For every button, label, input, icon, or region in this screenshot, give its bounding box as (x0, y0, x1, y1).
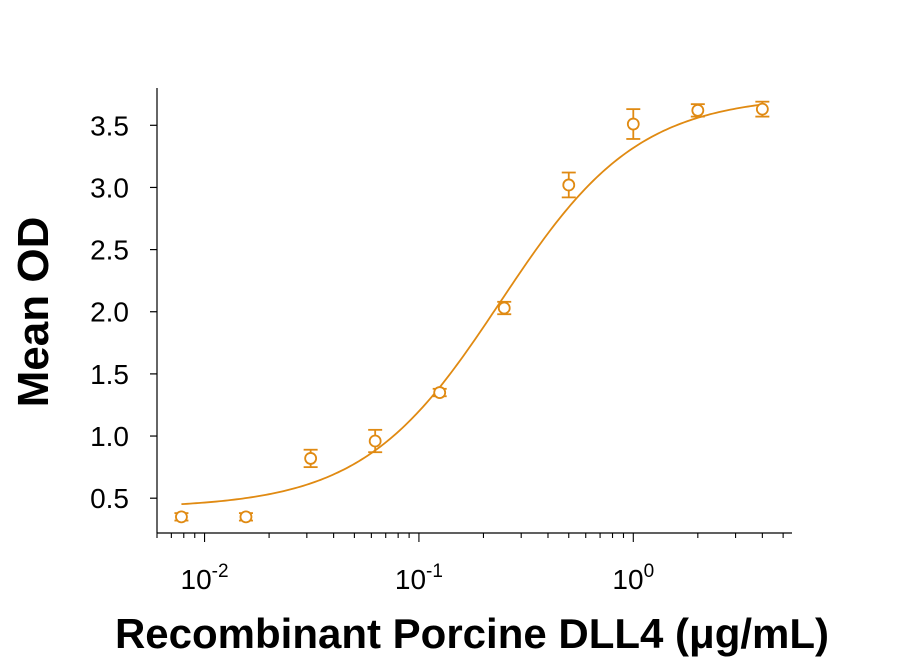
y-tick-label: 1.0 (90, 421, 129, 452)
y-tick-label: 0.5 (90, 483, 129, 514)
x-tick-label: 100 (612, 561, 654, 595)
fit-curve (181, 103, 763, 506)
point-marker (626, 117, 640, 131)
point-marker (691, 103, 705, 117)
x-tick-label-exponent: -1 (426, 561, 443, 582)
point-marker (433, 386, 447, 399)
data-point (626, 108, 641, 140)
point-marker (755, 102, 769, 116)
data-point (755, 100, 770, 118)
tick-labels-layer: 0.51.01.52.02.53.03.510-2 10-1 100 (90, 110, 654, 595)
data-point (368, 428, 383, 454)
point-marker (497, 301, 511, 315)
x-tick-label-base: 10 (612, 564, 643, 595)
point-marker (562, 178, 576, 192)
point-marker (175, 510, 188, 524)
y-tick-label: 2.0 (90, 297, 129, 328)
data-point (174, 510, 189, 524)
x-tick-label-exponent: 0 (644, 561, 655, 582)
fit-curve-layer (181, 103, 763, 506)
x-tick-label: 10-2 (181, 561, 229, 595)
x-tick-label: 10-1 (395, 561, 443, 595)
axes (150, 88, 792, 542)
data-point (238, 510, 253, 524)
data-point (303, 448, 318, 469)
y-tick-label: 3.5 (90, 110, 129, 141)
y-tick-label: 2.5 (90, 235, 129, 266)
point-marker (368, 434, 382, 448)
x-tick-label-base: 10 (181, 564, 212, 595)
data-point (561, 171, 576, 199)
x-axis-title: Recombinant Porcine DLL4 (μg/mL) (115, 610, 829, 657)
y-tick-label: 3.0 (90, 172, 129, 203)
y-axis-title: Mean OD (9, 217, 58, 408)
x-tick-label-base: 10 (395, 564, 426, 595)
x-tick-label-exponent: -2 (212, 561, 229, 582)
point-marker (239, 510, 253, 524)
data-point (432, 386, 447, 399)
data-points-layer (174, 100, 770, 524)
y-tick-label: 1.5 (90, 359, 129, 390)
data-point (690, 103, 705, 118)
data-point (497, 300, 512, 316)
point-marker (304, 452, 318, 465)
